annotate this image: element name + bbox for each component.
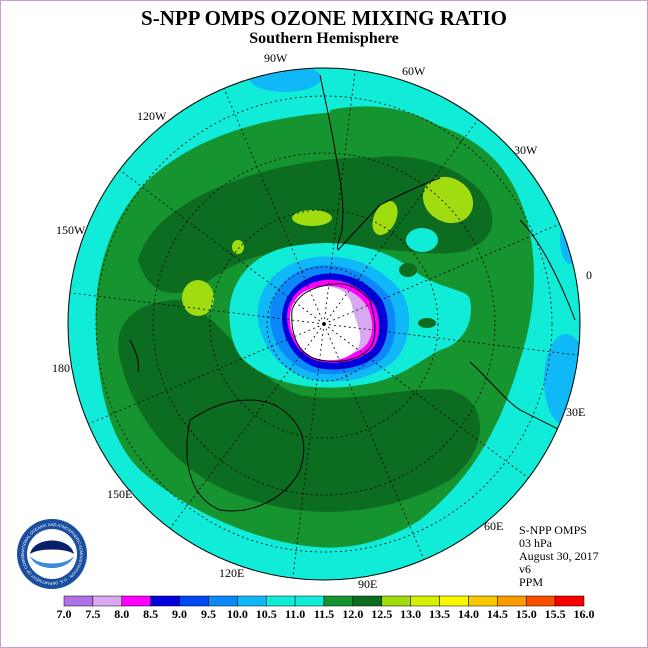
- colorbar-cell: [63, 595, 94, 607]
- page-subtitle: Southern Hemisphere: [249, 30, 399, 47]
- colorbar-cell: [179, 595, 209, 607]
- pole-dot: [322, 322, 326, 326]
- field-green-blob: [399, 263, 417, 277]
- colorbar-label: 8.5: [143, 607, 159, 621]
- colorbar-cell: [352, 595, 383, 607]
- colorbar-label: 13.0: [400, 607, 422, 621]
- colorbar-label: 11.0: [284, 607, 306, 621]
- field-green-blob-2: [418, 318, 436, 328]
- field-lime-5: [232, 240, 244, 254]
- meridian-label: 90W: [264, 51, 288, 65]
- noaa-logo-icon: NOAA NATIONAL OCEANIC AND ATMOSPHERIC AD…: [16, 518, 87, 589]
- field-dark-green-lower: [118, 300, 480, 512]
- colorbar-label: 11.5: [313, 607, 335, 621]
- meridian-label: 150E: [107, 487, 133, 501]
- meridian-label: 60W: [402, 64, 426, 78]
- info-units: PPM: [519, 575, 544, 589]
- colorbar-cell: [294, 595, 325, 607]
- meridian-label: 30E: [566, 405, 586, 419]
- colorbar-cell: [381, 595, 411, 607]
- colorbar-label: 7.0: [56, 607, 72, 621]
- meridian-label: 180: [52, 361, 70, 375]
- colorbar-cell: [439, 595, 469, 607]
- colorbar-label: 14.0: [457, 607, 479, 621]
- meridian-label: 0: [586, 268, 592, 282]
- latitude-circle-4: [95, 95, 553, 553]
- latitude-circle-3: [152, 152, 496, 496]
- map-border: [67, 67, 581, 581]
- meridian-label: 120W: [137, 109, 167, 123]
- latitude-circle-2: [209, 209, 439, 439]
- meridian-label: 30W: [514, 143, 538, 157]
- colorbar-cell: [237, 595, 267, 607]
- colorbar-label: 15.5: [544, 607, 566, 621]
- info-level: 03 hPa: [519, 536, 552, 550]
- colorbar-cell: [121, 595, 151, 607]
- field-lime-1: [422, 176, 474, 224]
- info-instrument: S-NPP OMPS: [519, 523, 587, 537]
- meridian-label: 60E: [484, 519, 504, 533]
- page-title: S-NPP OMPS OZONE MIXING RATIO: [141, 6, 507, 30]
- colorbar-cell: [265, 595, 296, 607]
- info-block: S-NPP OMPS 03 hPa August 30, 2017 v6 PPM: [519, 524, 599, 589]
- meridian-label: 150W: [56, 223, 86, 237]
- colorbar-label: 10.5: [255, 607, 277, 621]
- colorbar-cell: [208, 595, 238, 607]
- colorbar-label: 14.5: [486, 607, 508, 621]
- field-lime-2: [372, 201, 398, 235]
- field-lime-4: [182, 280, 214, 316]
- colorbar-label: 13.5: [429, 607, 451, 621]
- info-version: v6: [519, 562, 531, 576]
- colorbar-cell: [92, 595, 123, 607]
- colorbar-label: 10.0: [226, 607, 248, 621]
- meridian-label: 90E: [358, 577, 378, 591]
- colorbar-cell: [410, 595, 440, 607]
- colorbar-cell: [497, 595, 527, 607]
- colorbar-label: 16.0: [573, 607, 595, 621]
- ozone-field: [68, 68, 580, 580]
- colorbar-label: 15.0: [515, 607, 537, 621]
- colorbar-cell: [525, 595, 556, 607]
- info-date: August 30, 2017: [519, 549, 599, 563]
- colorbar-label: 12.5: [371, 607, 393, 621]
- latitude-circle-1: [266, 266, 382, 382]
- colorbar-cell: [554, 595, 585, 607]
- coastline-australia: [186, 399, 305, 512]
- colorbar-cell: [468, 595, 498, 607]
- colorbar-cells: [63, 595, 585, 607]
- colorbar-label: 7.5: [85, 607, 101, 621]
- colorbar-label: 9.5: [200, 607, 216, 621]
- colorbar-cell: [150, 595, 180, 607]
- coastline-antarctica: [291, 283, 376, 362]
- meridian-label: 120E: [219, 566, 245, 580]
- graticule: [69, 69, 579, 579]
- field-cyan-blob: [406, 228, 438, 252]
- colorbar-label: 8.0: [114, 607, 130, 621]
- field-lime-3: [292, 210, 332, 226]
- coastline-new-zealand: [129, 339, 139, 373]
- colorbar-label: 12.0: [342, 607, 364, 621]
- colorbar-cell: [323, 595, 354, 607]
- colorbar-label: 9.0: [172, 607, 188, 621]
- logo-text: NOAA: [36, 550, 68, 562]
